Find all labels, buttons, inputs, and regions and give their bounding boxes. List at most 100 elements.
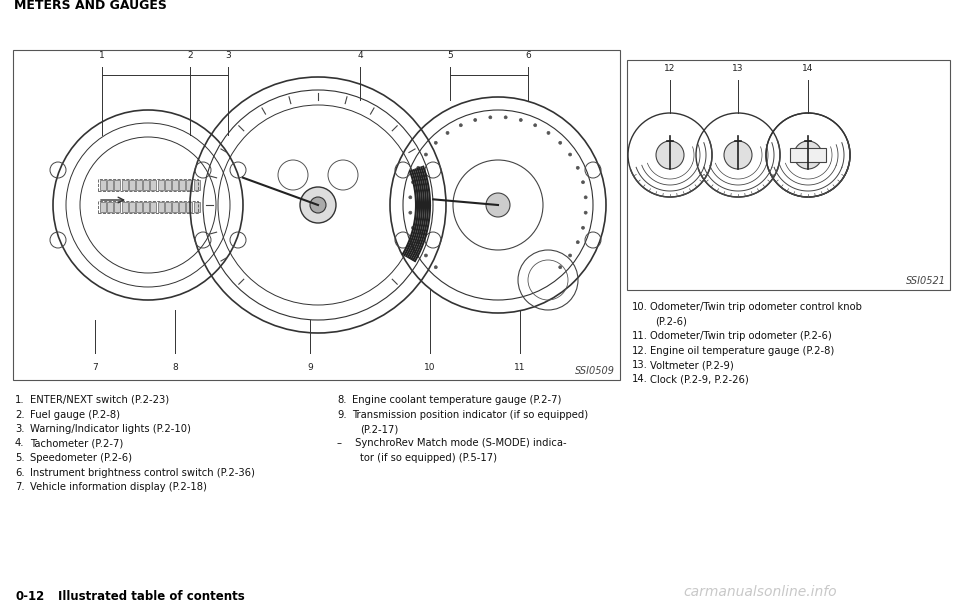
Text: 3: 3	[226, 51, 230, 60]
Bar	[136, 202, 142, 212]
Text: 6: 6	[525, 51, 531, 60]
Text: Clock (P.2-9, P.2-26): Clock (P.2-9, P.2-26)	[650, 375, 749, 384]
Circle shape	[534, 124, 537, 126]
Circle shape	[412, 181, 415, 184]
Bar	[627, 60, 950, 290]
Bar	[129, 202, 134, 212]
Bar	[151, 180, 156, 190]
Text: 11: 11	[515, 363, 526, 372]
Text: 2.: 2.	[15, 409, 25, 420]
Text: 13.: 13.	[632, 360, 648, 370]
Text: 8: 8	[172, 363, 178, 372]
Circle shape	[459, 124, 463, 126]
Text: 10: 10	[424, 363, 436, 372]
Bar	[143, 202, 149, 212]
Text: 1.: 1.	[15, 395, 25, 405]
Circle shape	[582, 226, 585, 229]
Bar	[172, 180, 178, 190]
Text: tor (if so equipped) (P.5-17): tor (if so equipped) (P.5-17)	[360, 453, 497, 463]
Text: 4.: 4.	[15, 439, 25, 448]
Text: Voltmeter (P.2-9): Voltmeter (P.2-9)	[650, 360, 733, 370]
Circle shape	[519, 119, 522, 122]
Circle shape	[446, 131, 449, 134]
Bar	[100, 202, 106, 212]
Text: 7: 7	[92, 363, 98, 372]
Text: 5: 5	[447, 51, 453, 60]
Text: (P.2-17): (P.2-17)	[360, 424, 398, 434]
Circle shape	[473, 119, 477, 122]
Circle shape	[504, 116, 507, 119]
Bar	[790, 148, 826, 162]
Text: 3.: 3.	[15, 424, 25, 434]
Bar	[143, 180, 149, 190]
Text: 14.: 14.	[632, 375, 648, 384]
Text: 12: 12	[664, 64, 676, 73]
Circle shape	[417, 166, 420, 169]
Text: 5.: 5.	[15, 453, 25, 463]
Circle shape	[559, 141, 562, 144]
Bar	[98, 179, 198, 191]
Bar	[108, 202, 113, 212]
Text: 13: 13	[732, 64, 744, 73]
Bar	[180, 202, 185, 212]
Text: SSI0509: SSI0509	[575, 366, 615, 376]
Circle shape	[724, 141, 752, 169]
Circle shape	[424, 254, 427, 257]
Text: 6.: 6.	[15, 467, 25, 478]
Text: ENTER/NEXT switch (P.2-23): ENTER/NEXT switch (P.2-23)	[30, 395, 169, 405]
Circle shape	[486, 193, 510, 217]
Text: Tachometer (P.2-7): Tachometer (P.2-7)	[30, 439, 123, 448]
Circle shape	[585, 196, 588, 199]
Circle shape	[585, 211, 588, 214]
Text: 4: 4	[357, 51, 363, 60]
Text: 10.: 10.	[632, 302, 648, 312]
Text: Vehicle information display (P.2-18): Vehicle information display (P.2-18)	[30, 482, 206, 492]
Circle shape	[576, 241, 579, 244]
Circle shape	[409, 211, 412, 214]
Circle shape	[656, 141, 684, 169]
Bar	[165, 202, 171, 212]
Bar	[100, 180, 106, 190]
Text: 2: 2	[187, 51, 193, 60]
Bar	[136, 180, 142, 190]
Text: 8.: 8.	[337, 395, 347, 405]
Circle shape	[568, 254, 571, 257]
Bar	[151, 202, 156, 212]
Circle shape	[576, 166, 579, 169]
Text: Engine oil temperature gauge (P.2-8): Engine oil temperature gauge (P.2-8)	[650, 345, 834, 356]
Text: 0-12: 0-12	[15, 590, 44, 603]
Text: Transmission position indicator (if so equipped): Transmission position indicator (if so e…	[352, 409, 588, 420]
Bar	[13, 50, 620, 380]
Circle shape	[417, 241, 420, 244]
Text: 1: 1	[99, 51, 105, 60]
Circle shape	[300, 187, 336, 223]
Bar	[194, 180, 200, 190]
Text: METERS AND GAUGES: METERS AND GAUGES	[14, 0, 167, 12]
Text: Instrument brightness control switch (P.2-36): Instrument brightness control switch (P.…	[30, 467, 254, 478]
Circle shape	[434, 141, 437, 144]
Text: 9.: 9.	[337, 409, 347, 420]
Circle shape	[489, 116, 492, 119]
Text: Fuel gauge (P.2-8): Fuel gauge (P.2-8)	[30, 409, 120, 420]
Bar	[122, 202, 128, 212]
Circle shape	[310, 197, 326, 213]
Text: SSI0521: SSI0521	[906, 276, 946, 286]
Circle shape	[412, 226, 415, 229]
Circle shape	[582, 181, 585, 184]
Bar	[129, 180, 134, 190]
Circle shape	[794, 141, 822, 169]
Bar	[122, 180, 128, 190]
Bar	[172, 202, 178, 212]
Text: Odometer/Twin trip odometer (P.2-6): Odometer/Twin trip odometer (P.2-6)	[650, 331, 831, 341]
Text: 12.: 12.	[632, 345, 648, 356]
Bar	[165, 180, 171, 190]
Circle shape	[559, 266, 562, 269]
Bar	[114, 180, 120, 190]
Text: Odometer/Twin trip odometer control knob: Odometer/Twin trip odometer control knob	[650, 302, 862, 312]
Text: 14: 14	[803, 64, 814, 73]
Circle shape	[568, 153, 571, 156]
Text: Illustrated table of contents: Illustrated table of contents	[58, 590, 245, 603]
Bar	[186, 180, 192, 190]
Circle shape	[434, 266, 437, 269]
Text: carmanualsonline.info: carmanualsonline.info	[684, 585, 837, 599]
